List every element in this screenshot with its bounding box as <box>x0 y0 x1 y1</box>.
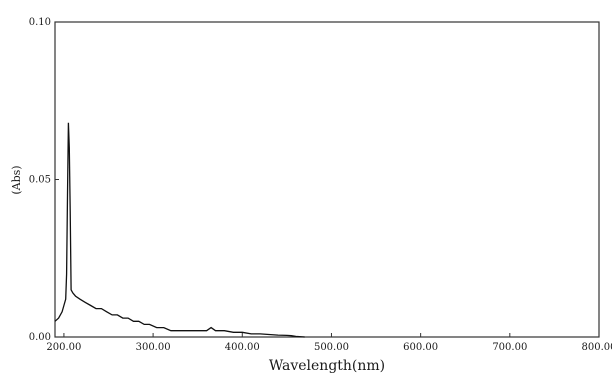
x-tick-label: 800.00 <box>582 342 612 353</box>
plot-frame <box>54 21 600 338</box>
x-tick-label: 600.00 <box>403 342 438 353</box>
series-line <box>54 122 305 338</box>
y-tick-label: 0.05 <box>29 175 51 186</box>
x-axis-ticks: 200.00 300.00 400.00 500.00 600.00 700.00 800.… <box>46 333 612 353</box>
x-tick-label: 300.00 <box>136 342 171 353</box>
x-tick-label: 700.00 <box>492 342 527 353</box>
y-axis-title: (Abs) <box>10 165 23 194</box>
y-tick-label: 0.00 <box>29 332 51 343</box>
y-axis-ticks: 0.00 0.05 0.10 <box>29 17 59 343</box>
x-tick-label: 400.00 <box>225 342 260 353</box>
y-tick-label: 0.10 <box>29 17 51 28</box>
x-axis-title: Wavelength(nm) <box>269 358 385 374</box>
x-tick-label: 200.00 <box>46 342 81 353</box>
x-tick-label: 500.00 <box>314 342 349 353</box>
